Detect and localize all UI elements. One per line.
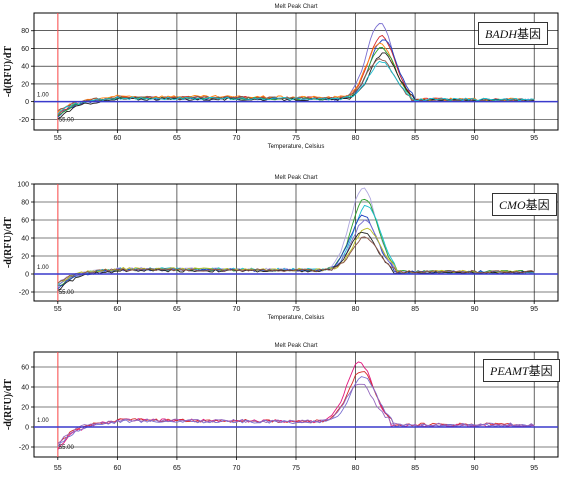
melt-chart-cmo: Melt Peak Chart 55 60 65 70 75 80 85 90 95 -20 0 20 4… [3,175,559,321]
melt-chart-panel-cmo: Melt Peak Chart 55 60 65 70 75 80 85 90 95 -20 0 20 4… [0,171,581,331]
x-tick-label: 55 [54,135,62,142]
y-tick-label: 60 [21,365,29,372]
x-tick-label: 95 [530,465,538,472]
start-marker-label: 55.00 [59,445,75,451]
x-tick-label: 85 [411,135,419,142]
chart-title: Melt Peak Chart [274,4,317,10]
melt-curve [57,236,535,284]
melt-chart-badh: Melt Peak Chart 55 60 65 70 75 80 85 90 95 -20 0 20 4… [3,4,559,150]
y-tick-label: 100 [17,182,29,189]
chart-title: Melt Peak Chart [274,175,317,181]
melt-chart-panel-badh: Melt Peak Chart 55 60 65 70 75 80 85 90 95 -20 0 20 4… [0,0,581,160]
y-tick-label: 0 [25,272,29,279]
x-tick-label: 95 [530,135,538,142]
melt-chart-panel-peamt: Melt Peak Chart 55 60 65 70 75 80 85 90 95 -20 0 20 4… [0,339,581,483]
y-tick-label: 60 [21,218,29,225]
x-tick-label: 55 [54,465,62,472]
melt-chart-peamt: Melt Peak Chart 55 60 65 70 75 80 85 90 95 -20 0 20 4… [3,343,559,472]
y-tick-label: 60 [21,46,29,53]
chart-title: Melt Peak Chart [274,343,317,349]
y-tick-label: 20 [21,405,29,412]
melt-curve [57,383,535,444]
x-tick-label: 80 [352,306,360,313]
y-tick-label: 0 [25,425,29,432]
x-tick-label: 65 [173,465,181,472]
x-tick-label: 65 [173,306,181,313]
x-tick-label: 90 [471,306,479,313]
x-tick-label: 90 [471,465,479,472]
x-tick-label: 85 [411,306,419,313]
threshold-label: 1.00 [37,93,49,99]
threshold-label: 1.00 [37,418,49,424]
x-tick-label: 60 [113,306,121,313]
x-tick-label: 60 [113,465,121,472]
melt-curve [57,57,535,112]
x-axis-label: Temperature, Celsius [268,144,325,150]
x-tick-label: 60 [113,135,121,142]
y-tick-label: 80 [21,200,29,207]
y-axis-label: -d(RFU)/dT [3,46,14,97]
x-tick-label: 75 [292,135,300,142]
y-tick-label: -20 [19,117,29,124]
x-tick-label: 70 [233,465,241,472]
x-tick-label: 80 [352,465,360,472]
x-axis-label: Temperature, Celsius [268,315,325,321]
x-tick-label: 90 [471,135,479,142]
gene-label-badh: BADH基因 [478,22,549,45]
y-tick-label: -20 [19,290,29,297]
y-tick-label: 40 [21,64,29,71]
melt-curve [57,60,535,115]
x-tick-label: 80 [352,135,360,142]
gene-label-peamt: PEAMT基因 [483,359,560,382]
y-tick-label: 20 [21,81,29,88]
y-axis-label: -d(RFU)/dT [3,379,14,430]
x-tick-label: 95 [530,306,538,313]
y-tick-label: -20 [19,445,29,452]
start-marker-label: 55.00 [59,117,75,123]
x-tick-label: 75 [292,465,300,472]
y-tick-label: 40 [21,385,29,392]
x-tick-label: 65 [173,135,181,142]
x-tick-label: 70 [233,306,241,313]
x-tick-label: 70 [233,135,241,142]
y-tick-label: 80 [21,28,29,35]
y-tick-label: 40 [21,236,29,243]
x-tick-label: 55 [54,306,62,313]
threshold-label: 1.00 [37,265,49,271]
x-tick-label: 85 [411,465,419,472]
y-tick-label: 20 [21,254,29,261]
start-marker-label: 55.00 [59,290,75,296]
x-tick-label: 75 [292,306,300,313]
gene-label-cmo: CMO基因 [492,193,557,216]
y-tick-label: 0 [25,99,29,106]
y-axis-label: -d(RFU)/dT [3,217,14,268]
